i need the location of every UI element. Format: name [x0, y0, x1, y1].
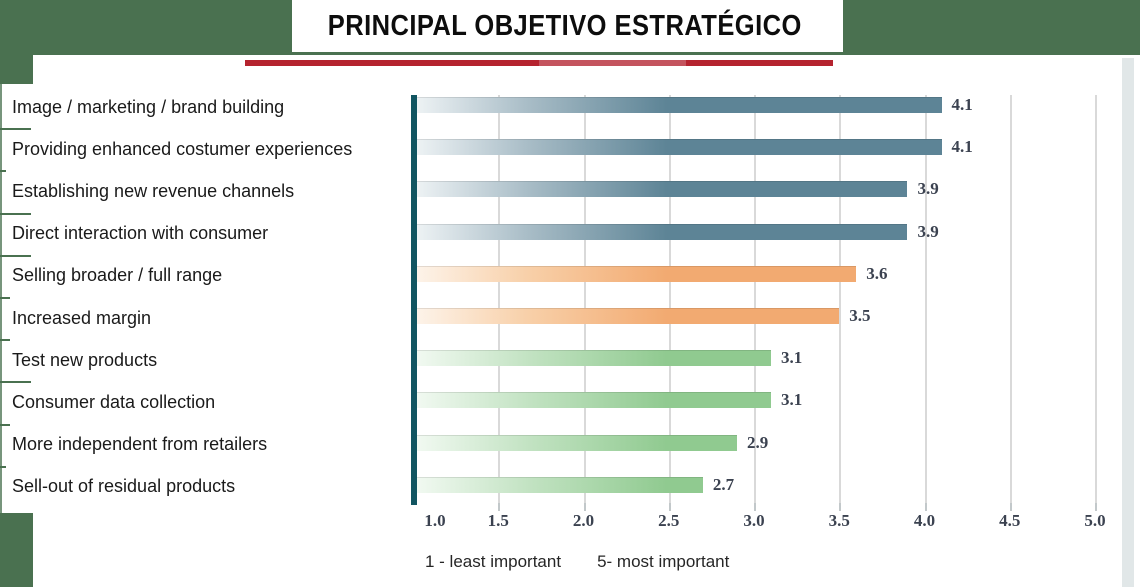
page-title: PRINCIPAL OBJETIVO ESTRATÉGICO [327, 9, 802, 42]
axis-tick [1095, 503, 1097, 511]
axis-tick [1009, 503, 1012, 511]
bar-value-label: 3.5 [849, 306, 871, 325]
category-label: Consumer data collection [2, 381, 407, 424]
bar [417, 350, 772, 367]
category-separator-tick [0, 465, 6, 468]
x-tick-label: 4.0 [913, 511, 936, 530]
category-label: Direct interaction with consumer [2, 212, 407, 255]
x-tick-label: 5.0 [1084, 511, 1106, 530]
bar-value-label: 2.7 [712, 474, 735, 494]
right-strip [1122, 58, 1134, 587]
gridline [498, 95, 501, 503]
bar [417, 97, 942, 113]
bar-value-label: 4.1 [951, 137, 973, 157]
bar-value-label: 3.6 [866, 263, 888, 283]
bar-value-label: 3.1 [781, 390, 803, 410]
category-separator-tick [0, 254, 31, 257]
axis-tick [924, 503, 927, 511]
category-separator-tick [0, 212, 31, 215]
category-label: Selling broader / full range [2, 254, 407, 297]
axis-tick [583, 503, 586, 511]
category-label: Sell-out of residual products [2, 465, 407, 508]
axis-tick [839, 503, 842, 511]
title-box: PRINCIPAL OBJETIVO ESTRATÉGICO [292, 0, 843, 52]
bar [417, 223, 908, 240]
left-accent-block [0, 513, 33, 587]
bar-value-label: 3.1 [781, 348, 803, 368]
x-tick-label: 4.5 [999, 511, 1021, 530]
y-axis-line [411, 95, 417, 505]
category-separator-tick [0, 170, 6, 173]
scale-note-least: 1 - least important [425, 552, 562, 571]
bar [417, 139, 942, 156]
bar-value-label: 3.9 [917, 221, 939, 241]
category-separator-tick [0, 339, 10, 342]
gridline [668, 95, 671, 503]
bar-value-label: 3.9 [917, 179, 939, 199]
category-label: Test new products [2, 339, 407, 382]
bar-value-label: 4.1 [951, 95, 973, 114]
bar [417, 434, 737, 451]
category-label: Image / marketing / brand building [2, 86, 407, 128]
gridline [839, 95, 842, 503]
x-tick-label: 2.5 [658, 511, 680, 530]
gridline [1095, 95, 1097, 503]
bar-value-label: 2.9 [746, 432, 769, 452]
gridline [924, 95, 927, 503]
header-band-underlay [297, 52, 840, 55]
gridline [754, 95, 756, 503]
bar [417, 181, 908, 198]
category-label: Establishing new revenue channels [2, 170, 407, 213]
category-label: More independent from retailers [2, 423, 407, 466]
x-tick-label: 3.5 [828, 511, 850, 530]
scale-note: 1 - least important 5- most important [425, 552, 729, 572]
x-tick-label: 2.0 [572, 511, 595, 530]
category-separator-tick [0, 128, 31, 131]
bar [417, 392, 772, 409]
bar [417, 308, 840, 324]
gridline [583, 95, 586, 503]
category-separator-tick [0, 381, 31, 384]
axis-tick [498, 503, 501, 511]
category-separator-tick [0, 423, 10, 426]
bar [417, 265, 857, 282]
axis-tick [668, 503, 671, 511]
axis-tick [754, 503, 756, 511]
left-accent-top [0, 55, 33, 84]
x-tick-label: 3.0 [743, 511, 765, 530]
header-band-right [840, 0, 1140, 55]
header-band-left [0, 0, 297, 55]
bar [417, 476, 703, 493]
scale-note-most: 5- most important [597, 552, 730, 571]
title-underline [245, 60, 833, 66]
category-separator-tick [0, 297, 10, 299]
x-tick-label: 1.5 [487, 511, 509, 530]
category-label: Increased margin [2, 297, 407, 339]
gridline [1009, 95, 1012, 503]
category-label: Providing enhanced costumer experiences [2, 128, 407, 171]
x-tick-label: 1.0 [424, 511, 446, 530]
